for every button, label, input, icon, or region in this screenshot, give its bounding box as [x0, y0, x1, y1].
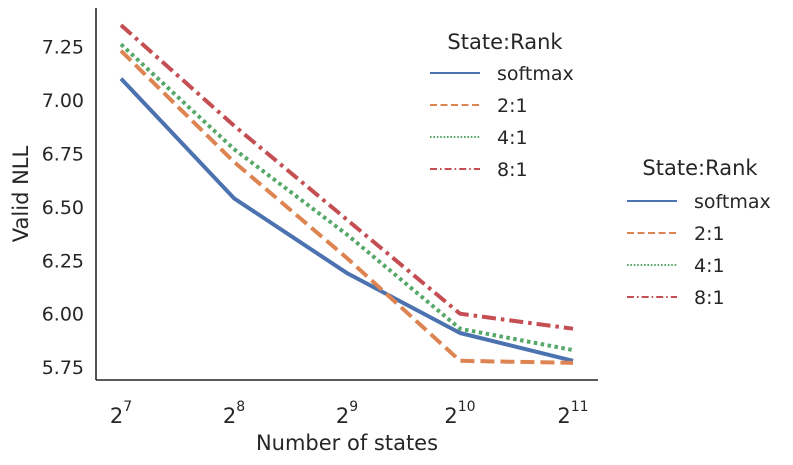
x-tick-labels: 27 28 29 210 211	[110, 399, 589, 428]
legend-entry: 4:1	[497, 127, 528, 149]
legend-entry: 2:1	[694, 223, 725, 245]
legend-entry: 8:1	[694, 287, 725, 309]
y-axis-label: Valid NLL	[9, 146, 33, 243]
y-tick-label: 7.25	[42, 36, 84, 58]
y-tick-label: 5.75	[42, 357, 84, 379]
series-lines	[119, 23, 574, 365]
legend-entry: 8:1	[497, 159, 528, 181]
legend-title: State:Rank	[642, 156, 758, 180]
y-tick-label: 6.25	[42, 250, 84, 272]
y-tick-label: 6.75	[42, 143, 84, 165]
x-tick-label: 27	[110, 399, 132, 428]
y-tick-label: 6.50	[42, 197, 84, 219]
legend-entry: softmax	[694, 191, 771, 213]
series-line-softmax	[119, 77, 574, 363]
legend-inside: State:Rank softmax 2:1 4:1 8:1	[430, 30, 574, 181]
legend-title: State:Rank	[447, 30, 563, 54]
legend-outside: State:Rank softmax 2:1 4:1 8:1	[627, 156, 771, 309]
x-tick-label: 29	[336, 399, 358, 428]
legend-entry: 2:1	[497, 95, 528, 117]
x-tick-label: 210	[444, 399, 475, 428]
x-tick-label: 28	[223, 399, 245, 428]
y-tick-labels: 5.75 6.00 6.25 6.50 6.75 7.00 7.25	[42, 36, 84, 379]
series-line-4-1	[119, 42, 574, 353]
x-tick-label: 211	[557, 399, 588, 428]
legend-entry: 4:1	[694, 255, 725, 277]
legend-entry: softmax	[497, 63, 574, 85]
x-axis-label: Number of states	[256, 431, 438, 455]
y-tick-label: 6.00	[42, 304, 84, 326]
series-line-2-1	[119, 49, 574, 365]
axes	[95, 8, 598, 381]
y-tick-label: 7.00	[42, 90, 84, 112]
